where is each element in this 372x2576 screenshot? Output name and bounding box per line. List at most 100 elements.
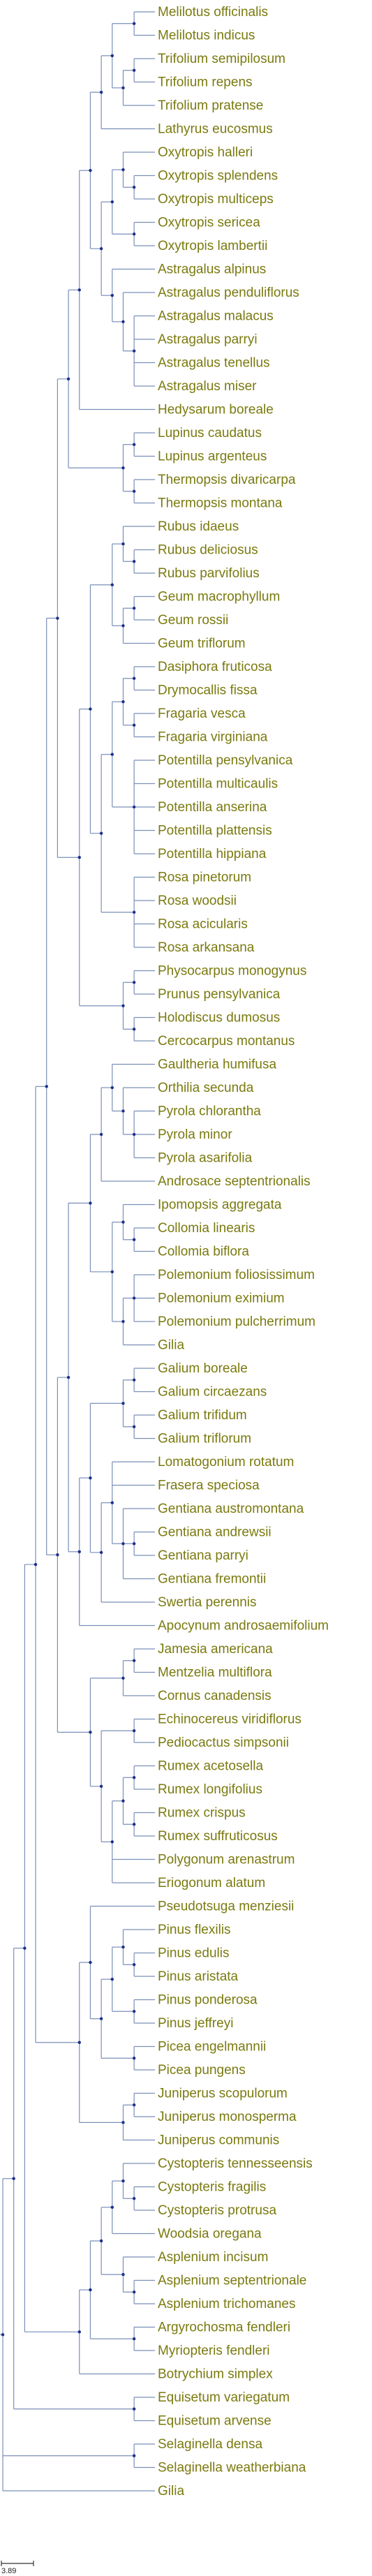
tree-node (121, 1799, 125, 1803)
tree-node (66, 377, 70, 380)
taxon-label: Juniperus scopulorum (158, 2087, 288, 2101)
taxon-label: Cystopteris tennesseensis (158, 2156, 313, 2171)
tree-node (45, 1085, 48, 1088)
taxon-label: Prunus pensylvanica (158, 987, 281, 1002)
tree-node (12, 2177, 15, 2180)
taxon-label: Polemonium eximium (158, 1291, 285, 1306)
taxon-label: Gentiana austromontana (158, 1502, 304, 1516)
tree-node (89, 2288, 92, 2292)
tree-node (121, 1109, 125, 1113)
taxon-label: Galium boreale (158, 1361, 248, 1376)
taxon-label: Galium trifidum (158, 1408, 247, 1423)
taxon-label: Asplenium septentrionale (158, 2274, 306, 2288)
taxon-label: Pediocactus simpsonii (158, 1735, 289, 1750)
tree-node (110, 1270, 114, 1274)
scale-bar: 3.89 (1, 2561, 34, 2575)
tree-node (132, 560, 136, 563)
taxon-label: Selaginella weatherbiana (158, 2461, 306, 2475)
taxon-label: Pyrola asarifolia (158, 1151, 253, 1166)
tree-node (132, 1296, 136, 1300)
taxon-label: Trifolium repens (158, 75, 253, 90)
taxon-label: Trifolium pratense (158, 98, 263, 113)
tree-node (121, 624, 125, 628)
taxon-label: Picea engelmannii (158, 2040, 266, 2055)
taxon-label: Oxytropis sericea (158, 216, 260, 230)
taxon-label: Geum rossii (158, 613, 228, 628)
taxon-label: Equisetum arvense (158, 2414, 271, 2429)
tree-node (132, 723, 136, 727)
taxon-label: Woodsia oregana (158, 2227, 262, 2242)
taxon-label: Pseudotsuga menziesii (158, 1900, 294, 1914)
tree-node (121, 320, 125, 324)
tree-node (121, 1319, 125, 1324)
taxon-label: Rosa pinetorum (158, 871, 251, 885)
taxon-label: Rosa arkansana (158, 940, 255, 955)
tree-node (23, 1946, 27, 1950)
tree-node (121, 542, 125, 546)
tree-node (132, 2057, 136, 2060)
taxon-label: Eriogonum alatum (158, 1876, 265, 1890)
tree-node (121, 1676, 125, 1680)
taxon-label: Astragalus malacus (158, 309, 274, 324)
tree-node (132, 1542, 136, 1546)
taxon-label: Collomia linearis (158, 1221, 255, 1236)
taxon-label: Collomia biflora (158, 1245, 249, 1259)
taxon-label: Pinus edulis (158, 1946, 229, 1961)
taxon-label: Pyrola chlorantha (158, 1104, 261, 1119)
tree-node (89, 707, 92, 711)
taxon-label: Polygonum arenastrum (158, 1853, 295, 1867)
tree-node (77, 288, 81, 292)
taxon-label: Physocarpus monogynus (158, 964, 306, 979)
tree-node (132, 1378, 136, 1382)
tree-node (99, 1784, 103, 1789)
taxon-label: Rosa acicularis (158, 917, 248, 932)
taxon-label: Rosa woodsii (158, 894, 237, 908)
taxon-label: Argyrochosma fendleri (158, 2320, 290, 2335)
taxon-label: Selaginella densa (158, 2437, 262, 2452)
tree-node (56, 1553, 59, 1557)
tree-node (99, 1132, 103, 1137)
taxon-label: Melilotus indicus (158, 29, 255, 43)
tree-node (89, 1960, 92, 1964)
taxon-label: Fragaria vesca (158, 706, 246, 721)
taxon-label: Gilia (158, 2484, 184, 2499)
tree-node (110, 583, 114, 586)
taxon-label: Rubus deliciosus (158, 543, 258, 558)
taxon-label: Astragalus miser (158, 379, 257, 394)
tree-node (121, 2179, 125, 2183)
taxon-label: Asplenium incisum (158, 2250, 268, 2265)
taxon-label: Androsace septentrionalis (158, 1174, 311, 1189)
tree-node (132, 1963, 136, 1967)
tree-node (99, 2239, 103, 2243)
taxon-label: Astragalus penduliflorus (158, 286, 299, 300)
tree-node (132, 2103, 136, 2107)
tree-node (132, 22, 136, 25)
tree-node (132, 1729, 136, 1733)
tree-node (132, 349, 136, 353)
taxon-label: Potentilla multicaulis (158, 777, 278, 792)
tree-node (89, 1201, 92, 1205)
tree-labels: Melilotus officinalis Melilotus indicus Tr… (158, 5, 329, 2499)
tree-node (132, 1776, 136, 1779)
taxon-label: Gilia (158, 1338, 184, 1353)
tree-node (110, 1086, 114, 1090)
tree-node (132, 2407, 136, 2411)
taxon-label: Lathyrus eucosmus (158, 122, 273, 137)
tree-node (132, 1659, 136, 1662)
tree-node (132, 1028, 136, 1031)
tree-node (121, 1004, 125, 1007)
taxon-label: Astragalus alpinus (158, 262, 266, 277)
taxon-label: Geum macrophyllum (158, 590, 280, 605)
tree-node (89, 1731, 92, 1734)
tree-node (132, 1238, 136, 1241)
tree-node (121, 168, 125, 172)
taxon-label: Pinus aristata (158, 1969, 239, 1984)
tree-node (121, 2272, 125, 2277)
taxon-label: Polemonium pulcherrimum (158, 1315, 315, 1329)
taxon-label: Ipomopsis aggregata (158, 1198, 282, 1213)
taxon-label: Oxytropis lambertii (158, 239, 267, 253)
taxon-label: Rumex suffruticosus (158, 1829, 278, 1844)
tree-node (110, 753, 114, 756)
tree-node (89, 1476, 92, 1480)
